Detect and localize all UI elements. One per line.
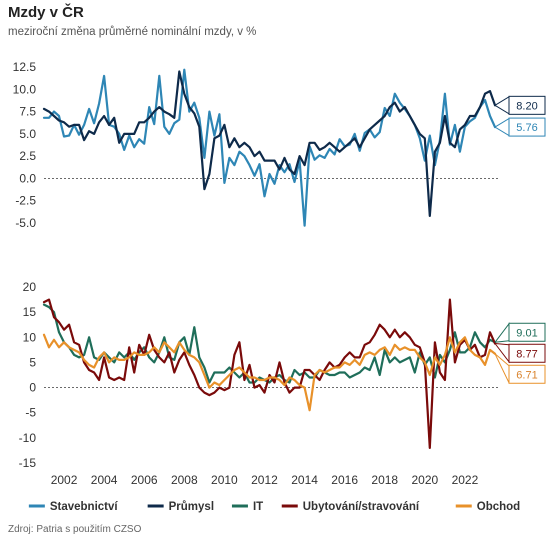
y-tick-label: 5 (29, 355, 36, 369)
end-label-box (508, 364, 546, 384)
end-label-it: 9.01 (516, 327, 537, 339)
x-tick-label: 2014 (291, 473, 318, 487)
legend: Stavebnictví Průmysl IT Ubytování/stravován… (28, 501, 520, 513)
y-tick-label: 0.0 (19, 171, 36, 185)
x-tick-label: 2022 (452, 473, 479, 487)
chart-subtitle: meziroční změna průměrné nominální mzdy,… (8, 26, 257, 38)
end-label-obchod: 6.71 (516, 369, 537, 381)
bottom-panel-wages-it-hospitality-retail: 20 15 10 5 0 -5 -10 -15 2002 2004 2006 2008 2010 2012… (19, 280, 546, 487)
y-tick-label: 12.5 (13, 60, 37, 74)
end-label-box (508, 322, 546, 342)
y-tick-label: 2.5 (19, 149, 36, 163)
source-note: Zdroj: Patria s použitím CZSO (8, 524, 142, 535)
x-tick-label: 2020 (411, 473, 438, 487)
y-tick-label: 0 (29, 381, 36, 395)
y-tick-label: -10 (19, 431, 37, 445)
y-tick-label: 20 (23, 280, 37, 294)
x-tick-label: 2004 (91, 473, 118, 487)
series-line-it (42, 303, 497, 384)
chart-title: Mzdy v ČR (8, 4, 84, 21)
x-tick-label: 2018 (371, 473, 398, 487)
end-label-box (508, 117, 546, 137)
end-label-ubytovani-stravovani: 8.77 (516, 348, 537, 360)
y-tick-label: 15 (23, 305, 37, 319)
x-tick-label: 2012 (251, 473, 278, 487)
legend-label-stavebnictvi: Stavebnictví (50, 501, 119, 513)
y-tick-label: -2.5 (15, 194, 36, 208)
end-label-pointer (494, 117, 510, 137)
end-label-box (508, 95, 546, 115)
series-line-ubytovani-stravovani (42, 298, 497, 449)
series-line-obchod (42, 333, 497, 412)
y-tick-label: 7.5 (19, 105, 36, 119)
x-tick-label: 2002 (51, 473, 78, 487)
series-line-prumysl (42, 70, 497, 217)
y-tick-label: 5.0 (19, 127, 36, 141)
x-tick-label: 2008 (171, 473, 198, 487)
end-label-prumysl: 8.20 (516, 100, 537, 112)
y-tick-label: 10 (23, 330, 37, 344)
x-tick-label: 2010 (211, 473, 238, 487)
series-line-stavebnictvi (42, 68, 497, 227)
y-tick-label: -5 (25, 406, 36, 420)
end-label-pointer (494, 95, 510, 115)
top-panel-wages-construction-industry: 12.5 10.0 7.5 5.0 2.5 0.0 -2.5 -5.0 8.20 5.76 (13, 60, 546, 230)
x-tick-label: 2006 (131, 473, 158, 487)
legend-label-ubytovani-stravovani: Ubytování/stravování (303, 501, 420, 513)
legend-label-prumysl: Průmysl (169, 501, 214, 513)
legend-label-it: IT (253, 501, 263, 513)
y-tick-label: -15 (19, 456, 37, 470)
end-label-stavebnictvi: 5.76 (516, 122, 537, 134)
end-label-pointer (494, 322, 510, 343)
y-tick-label: 10.0 (13, 82, 37, 96)
y-tick-label: -5.0 (15, 216, 36, 230)
legend-label-obchod: Obchod (477, 501, 520, 513)
x-tick-label: 2016 (331, 473, 358, 487)
end-label-box (508, 343, 546, 363)
